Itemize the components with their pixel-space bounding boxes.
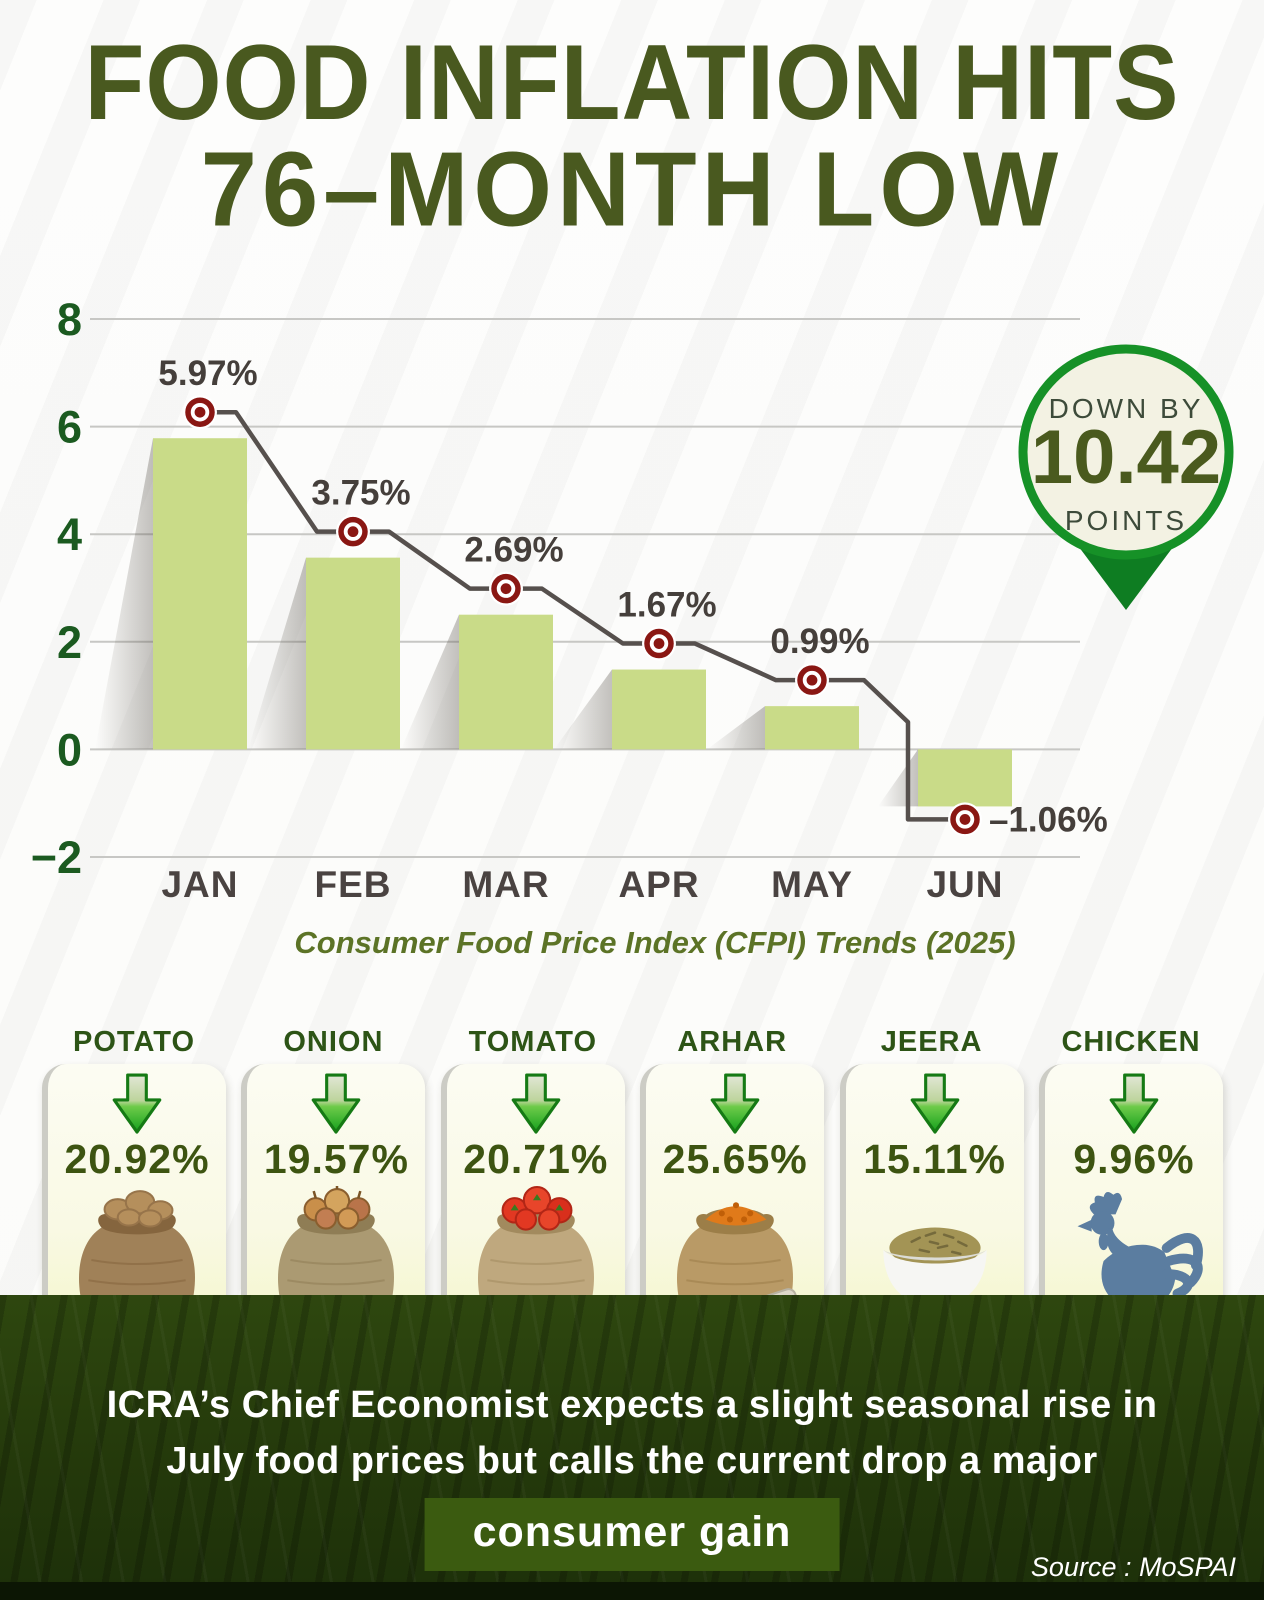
data-marker-may <box>795 663 829 698</box>
badge-bottom-label: POINTS <box>1065 505 1187 536</box>
badge-top-label: DOWN BY <box>1049 393 1204 424</box>
footer-text-line1: ICRA’s Chief Economist expects a slight … <box>106 1384 1158 1426</box>
x-label-may: MAY <box>771 864 853 905</box>
rooster-icon <box>1077 1191 1203 1335</box>
bottom-strip <box>0 1582 1264 1600</box>
data-marker-mar <box>489 571 523 606</box>
x-label-jun: JUN <box>926 864 1003 905</box>
onion-sack-icon <box>278 1186 395 1316</box>
down-arrow-icon <box>511 1073 561 1134</box>
down-arrow-icon <box>910 1073 959 1134</box>
commodity-name: TOMATO <box>468 1026 598 1058</box>
footer-text-line2: July food prices but calls the current d… <box>166 1440 1098 1482</box>
trend-line <box>215 409 950 822</box>
bar-shadow-may <box>707 706 765 750</box>
value-label-feb: 3.75% <box>311 474 410 513</box>
commodity-name: CHICKEN <box>1061 1026 1201 1058</box>
badge-value: 10.42 <box>1031 415 1221 500</box>
x-label-mar: MAR <box>462 864 549 905</box>
jeera-bowl-icon <box>882 1227 987 1310</box>
page-title-line2: 76–MONTH LOW <box>200 131 1064 249</box>
tomato-sack-icon <box>477 1186 594 1316</box>
x-label-apr: APR <box>618 864 699 905</box>
commodity-change-percent: 19.57% <box>263 1136 409 1182</box>
bar-shadow-feb <box>248 557 306 750</box>
y-tick-0: 0 <box>57 724 82 775</box>
bar-jan <box>153 438 247 750</box>
value-label-jan: 5.97% <box>158 354 257 393</box>
x-label-jan: JAN <box>161 864 238 905</box>
bar-feb <box>306 557 400 750</box>
data-marker-apr <box>642 626 676 661</box>
bar-jun <box>918 749 1012 807</box>
y-tick-4: 4 <box>57 509 82 560</box>
commodity-name: ARHAR <box>677 1026 788 1058</box>
down-arrow-icon <box>1109 1073 1159 1134</box>
commodity-change-percent: 20.92% <box>64 1136 210 1182</box>
down-arrow-icon <box>112 1073 162 1134</box>
commodity-name: ONION <box>283 1026 384 1058</box>
data-marker-feb <box>336 514 370 549</box>
value-label-apr: 1.67% <box>617 586 716 625</box>
source-label: Source : MoSPAI <box>1030 1552 1236 1582</box>
bar-may <box>765 706 859 750</box>
y-tick--2: −2 <box>31 832 82 883</box>
bar-shadow-mar <box>401 614 459 750</box>
cfpi-chart: 8 6 4 2 0 −2 JAN FEB MAR APR MAY JUN 5.97% 3.75% 2.69%… <box>31 294 1234 960</box>
footer-highlight: consumer gain <box>424 1498 840 1571</box>
down-arrow-icon <box>312 1073 361 1134</box>
commodity-change-percent: 15.11% <box>863 1136 1006 1182</box>
y-tick-6: 6 <box>57 402 82 453</box>
bar-apr <box>612 669 706 750</box>
value-label-may: 0.99% <box>770 622 869 661</box>
potato-sack-icon <box>78 1190 207 1323</box>
page-title-line1: FOOD INFLATION HITS <box>84 21 1180 142</box>
data-marker-jan <box>183 395 217 430</box>
down-arrow-icon <box>710 1073 760 1134</box>
bar-shadow-jun <box>878 749 918 807</box>
commodity-change-percent: 9.96% <box>1073 1136 1195 1182</box>
bar-shadow-jan <box>95 438 153 750</box>
commodity-change-percent: 20.71% <box>463 1136 609 1182</box>
commodity-name: POTATO <box>73 1026 195 1058</box>
x-label-feb: FEB <box>315 864 392 905</box>
value-label-jun: –1.06% <box>989 800 1108 839</box>
bar-shadow-apr <box>554 669 612 750</box>
value-label-mar: 2.69% <box>464 531 563 570</box>
commodity-change-percent: 25.65% <box>662 1136 808 1182</box>
bar-mar <box>459 614 553 750</box>
badge-circle <box>1018 344 1234 560</box>
y-tick-8: 8 <box>57 294 82 345</box>
chart-caption: Consumer Food Price Index (CFPI) Trends … <box>294 925 1015 960</box>
y-tick-2: 2 <box>57 617 82 668</box>
commodity-name: JEERA <box>880 1026 983 1058</box>
data-marker-jun <box>948 802 982 837</box>
